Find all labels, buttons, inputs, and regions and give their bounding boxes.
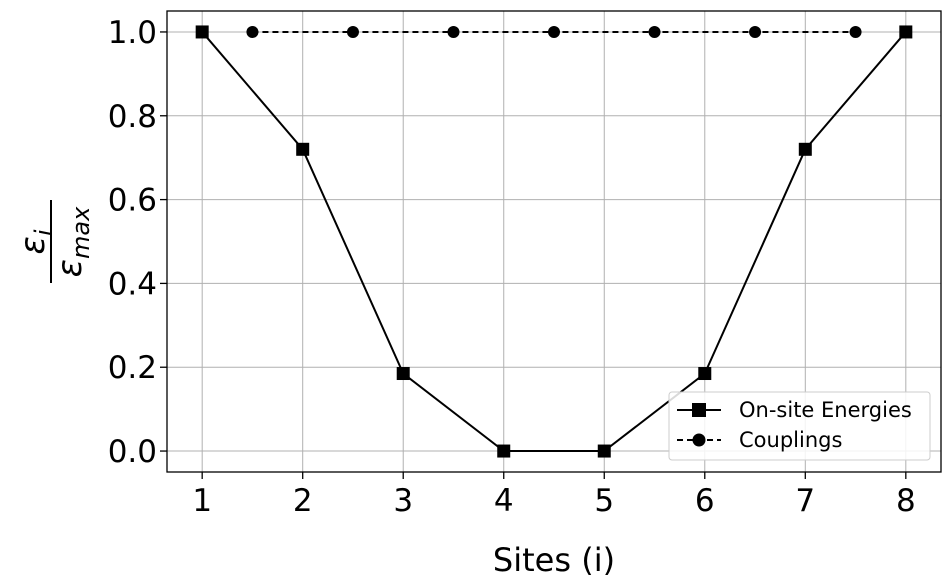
x-tick-label: 5 bbox=[594, 483, 614, 519]
y-tick-label: 0.2 bbox=[108, 350, 157, 386]
legend: On-site Energies Couplings bbox=[668, 391, 931, 461]
data-point-on-site-energies bbox=[798, 142, 812, 156]
y-tick-label: 0.4 bbox=[108, 266, 157, 302]
x-tick-label: 1 bbox=[192, 483, 212, 519]
data-point-on-site-energies bbox=[195, 25, 209, 39]
legend-label-on-site: On-site Energies bbox=[739, 398, 912, 422]
legend-marker-circle bbox=[692, 433, 706, 447]
legend-marker-square bbox=[692, 403, 706, 417]
y-tick-label: 0.8 bbox=[108, 99, 157, 135]
y-denominator-subscript: max bbox=[67, 206, 95, 259]
data-point-on-site-energies bbox=[396, 367, 410, 381]
data-point-couplings bbox=[648, 25, 661, 38]
legend-box bbox=[668, 391, 931, 461]
data-point-on-site-energies bbox=[899, 25, 913, 39]
data-point-on-site-energies bbox=[296, 142, 310, 156]
data-point-couplings bbox=[246, 25, 259, 38]
plot-frame bbox=[166, 10, 942, 473]
y-numerator-subscript: i bbox=[30, 229, 58, 236]
data-point-couplings bbox=[849, 25, 862, 38]
axis-ticks: 1 2 3 4 5 6 7 8 0.0 0.2 0.4 0.6 0.8 1.0 bbox=[108, 15, 916, 519]
y-tick-label: 1.0 bbox=[108, 15, 157, 51]
y-denominator-symbol: ε bbox=[50, 259, 90, 277]
x-tick-label: 8 bbox=[896, 483, 916, 519]
data-point-on-site-energies bbox=[698, 367, 712, 381]
y-axis-numerator: εi bbox=[13, 229, 58, 254]
data-point-couplings bbox=[749, 25, 762, 38]
y-tick-label: 0.0 bbox=[108, 434, 157, 470]
data-point-couplings bbox=[447, 25, 460, 38]
y-axis-title: εi εmax bbox=[13, 200, 95, 283]
series-line-on-site-energies bbox=[201, 31, 907, 453]
x-tick-label: 6 bbox=[695, 483, 715, 519]
y-numerator-symbol: ε bbox=[13, 236, 53, 254]
data-point-on-site-energies bbox=[497, 444, 511, 458]
x-axis-title: Sites (i) bbox=[493, 541, 615, 579]
x-tick-label: 7 bbox=[795, 483, 815, 519]
data-point-couplings bbox=[548, 25, 560, 38]
x-tick-label: 4 bbox=[494, 483, 514, 519]
x-tick-label: 2 bbox=[293, 483, 313, 519]
x-tick-label: 3 bbox=[393, 483, 413, 519]
y-axis-denominator: εmax bbox=[50, 206, 95, 277]
data-point-on-site-energies bbox=[597, 444, 611, 458]
legend-label-couplings: Couplings bbox=[739, 428, 842, 452]
data-point-couplings bbox=[346, 25, 359, 38]
series-layer bbox=[195, 25, 913, 458]
y-tick-label: 0.6 bbox=[108, 183, 157, 219]
